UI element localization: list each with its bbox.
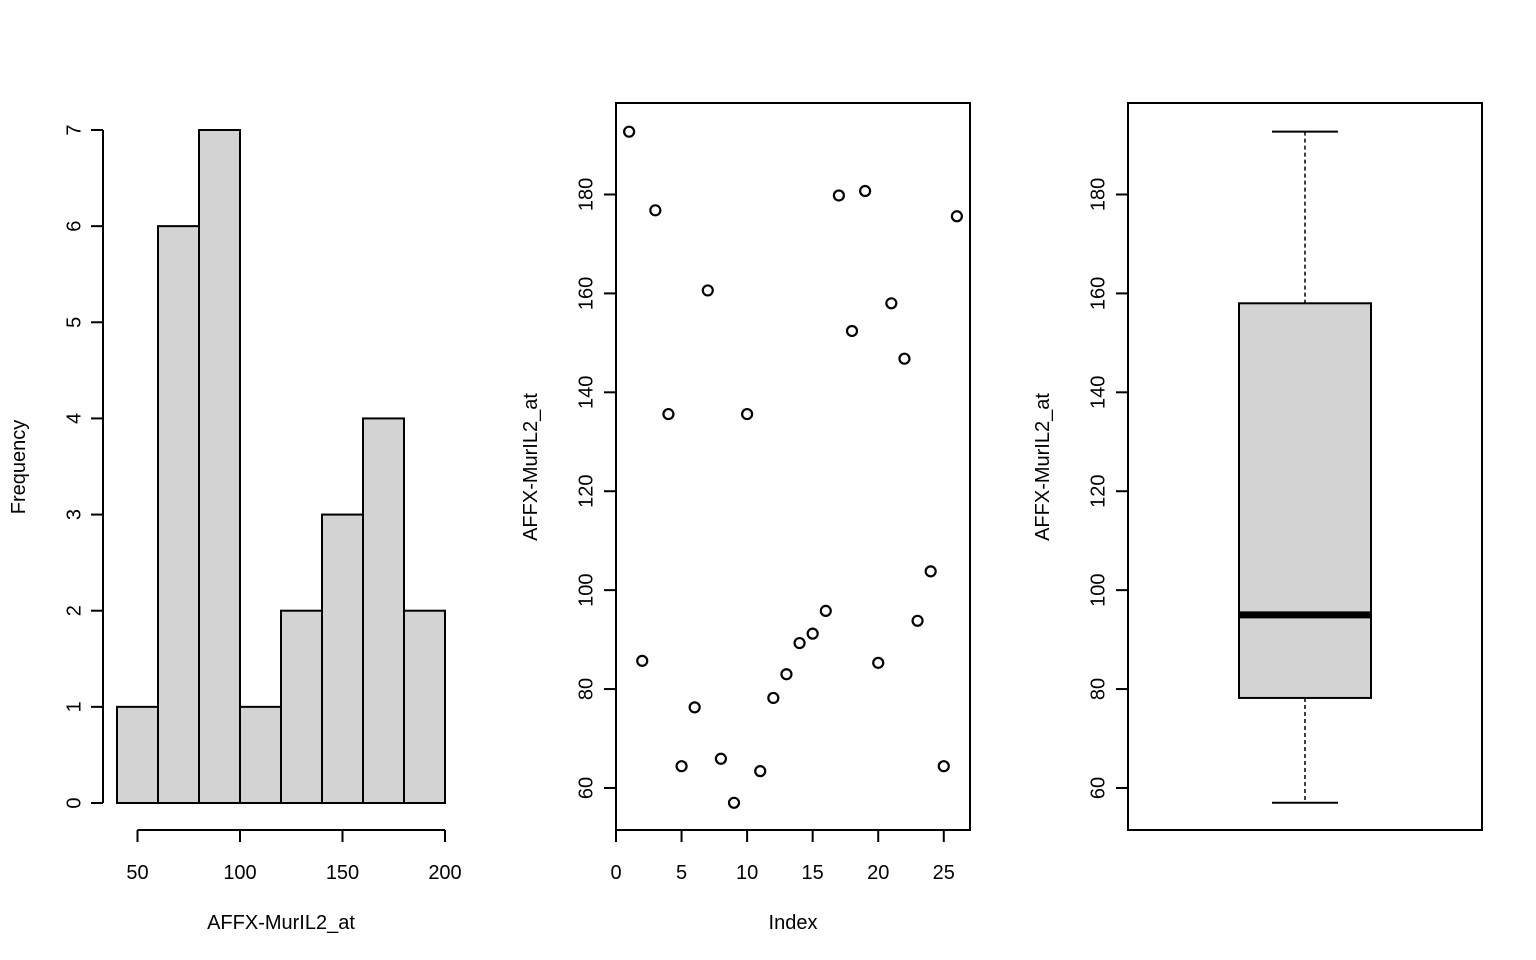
scatter-point xyxy=(872,656,885,669)
scatter-point xyxy=(819,604,832,618)
scatter-point xyxy=(937,760,950,773)
boxplot-frame xyxy=(1127,102,1483,831)
scatter-point xyxy=(845,324,859,338)
histogram-bars xyxy=(116,129,446,805)
histogram-bar xyxy=(198,129,241,804)
scatter-x-tick-label: 5 xyxy=(676,862,687,884)
histogram-y-tick-label: 0 xyxy=(63,797,85,808)
boxplot-y-tick-label: 80 xyxy=(1087,678,1109,700)
histogram-y-tick-label: 5 xyxy=(63,317,85,328)
scatter-point xyxy=(767,691,780,705)
boxplot-iqr-box xyxy=(1238,302,1372,699)
histogram-bar xyxy=(321,513,364,804)
scatter-y-tick-label: 80 xyxy=(575,678,597,700)
scatter-y-label: AFFX-MurIL2_at xyxy=(520,393,542,541)
histogram-x-label: AFFX-MurIL2_at xyxy=(207,912,355,934)
histogram-y-ticks: 0 1 2 3 4 5 6 7 xyxy=(63,124,103,809)
scatter-point xyxy=(636,654,649,667)
scatter-point xyxy=(623,125,636,138)
scatter-point xyxy=(911,614,924,627)
boxplot-y-tick-label: 60 xyxy=(1087,777,1109,799)
scatter-point xyxy=(714,752,727,765)
scatter-point xyxy=(950,210,963,223)
histogram-x-tick-label: 50 xyxy=(126,862,148,884)
boxplot-y-tick-label: 140 xyxy=(1087,376,1109,409)
histogram-bar xyxy=(362,417,405,804)
scatter-y-tick-label: 180 xyxy=(575,178,597,211)
boxplot-y-tick-label: 120 xyxy=(1087,475,1109,508)
scatter-point xyxy=(832,189,845,202)
boxplot-panel: 60 80 100 120 140 160 180 AFFX-MurIL2_at xyxy=(1032,102,1483,831)
scatter-point xyxy=(806,627,819,640)
scatter-point xyxy=(649,204,662,217)
scatter-y-tick-label: 60 xyxy=(575,777,597,799)
scatter-point xyxy=(701,284,714,297)
scatter-plot-frame xyxy=(615,102,971,831)
scatter-point xyxy=(898,352,911,365)
scatter-x-tick-label: 15 xyxy=(802,862,824,884)
scatter-y-ticks: 60 80 100 120 140 160 180 xyxy=(575,178,616,799)
scatter-x-tick-label: 0 xyxy=(610,862,621,884)
scatter-point xyxy=(662,407,675,421)
boxplot-y-ticks: 60 80 100 120 140 160 180 xyxy=(1087,178,1128,799)
histogram-x-tick-label: 150 xyxy=(326,862,359,884)
histogram-y-tick-label: 7 xyxy=(63,124,85,135)
boxplot-y-tick-label: 160 xyxy=(1087,277,1109,310)
histogram-bar xyxy=(116,705,159,804)
scatter-point xyxy=(793,636,806,650)
scatter-x-label: Index xyxy=(769,912,818,934)
histogram-x-ticks: 50 100 150 200 xyxy=(126,830,462,884)
scatter-point xyxy=(924,565,937,578)
scatter-x-ticks: 0 5 10 15 20 25 xyxy=(610,830,955,884)
histogram-y-tick-label: 2 xyxy=(63,605,85,616)
scatter-point xyxy=(754,765,767,778)
histogram-y-tick-label: 1 xyxy=(63,701,85,712)
histogram-bar xyxy=(280,609,323,805)
scatter-x-tick-label: 10 xyxy=(736,862,758,884)
boxplot-y-tick-label: 100 xyxy=(1087,573,1109,606)
histogram-y-label: Frequency xyxy=(8,420,30,515)
histogram-x-tick-label: 100 xyxy=(223,862,256,884)
scatter-point xyxy=(741,407,754,421)
scatter-point xyxy=(885,297,898,310)
histogram-bar xyxy=(239,705,282,804)
histogram-bar xyxy=(157,225,200,804)
scatter-y-tick-label: 100 xyxy=(575,573,597,606)
histogram-y-tick-label: 3 xyxy=(63,509,85,520)
boxplot-y-label: AFFX-MurIL2_at xyxy=(1032,393,1054,541)
histogram-bar xyxy=(403,609,446,805)
histogram-x-tick-label: 200 xyxy=(428,862,461,884)
scatter-point xyxy=(688,701,701,714)
scatter-y-tick-label: 120 xyxy=(575,475,597,508)
scatter-point xyxy=(675,760,688,773)
scatter-y-tick-label: 140 xyxy=(575,376,597,409)
scatter-y-tick-label: 160 xyxy=(575,277,597,310)
boxplot-body xyxy=(1238,130,1372,804)
histogram-panel: 0 1 2 3 4 5 6 7 50 100 150 200 AFFX-MurIL2_at Freq… xyxy=(8,124,462,934)
scatter-point xyxy=(859,184,872,198)
scatter-x-tick-label: 25 xyxy=(933,862,955,884)
histogram-y-tick-label: 4 xyxy=(63,413,85,424)
histogram-y-tick-label: 6 xyxy=(63,221,85,232)
scatter-panel: 60 80 100 120 140 160 180 0 5 10 15 20 25 Index AFF… xyxy=(520,102,971,934)
scatter-point xyxy=(727,796,741,809)
scatter-x-tick-label: 20 xyxy=(867,862,889,884)
scatter-points xyxy=(623,125,963,809)
scatter-point xyxy=(780,668,793,681)
boxplot-y-tick-label: 180 xyxy=(1087,178,1109,211)
